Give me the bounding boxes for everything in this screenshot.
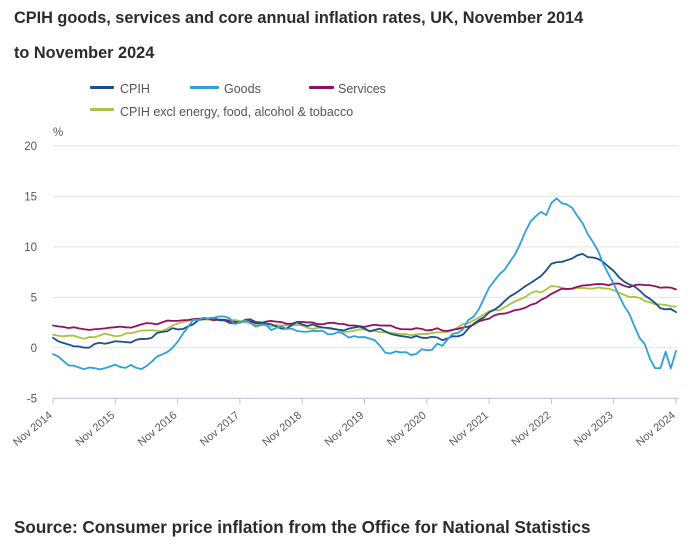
svg-text:Nov 2014: Nov 2014 [11, 409, 55, 448]
svg-text:%: % [53, 127, 63, 139]
svg-text:Nov 2016: Nov 2016 [136, 409, 180, 448]
svg-text:10: 10 [24, 242, 37, 254]
svg-text:Nov 2017: Nov 2017 [198, 409, 242, 448]
svg-text:0: 0 [31, 343, 37, 355]
svg-text:Nov 2018: Nov 2018 [260, 409, 304, 448]
svg-text:20: 20 [24, 141, 37, 153]
svg-text:Nov 2021: Nov 2021 [447, 409, 491, 448]
svg-text:Nov 2019: Nov 2019 [323, 409, 367, 448]
svg-text:Nov 2015: Nov 2015 [73, 409, 117, 448]
svg-text:Nov 2023: Nov 2023 [572, 409, 616, 448]
svg-text:-5: -5 [27, 393, 37, 405]
svg-text:5: 5 [31, 292, 37, 304]
svg-text:Nov 2024: Nov 2024 [634, 409, 678, 448]
svg-text:15: 15 [24, 191, 37, 203]
svg-text:Nov 2020: Nov 2020 [385, 409, 429, 448]
svg-text:Nov 2022: Nov 2022 [510, 409, 554, 448]
